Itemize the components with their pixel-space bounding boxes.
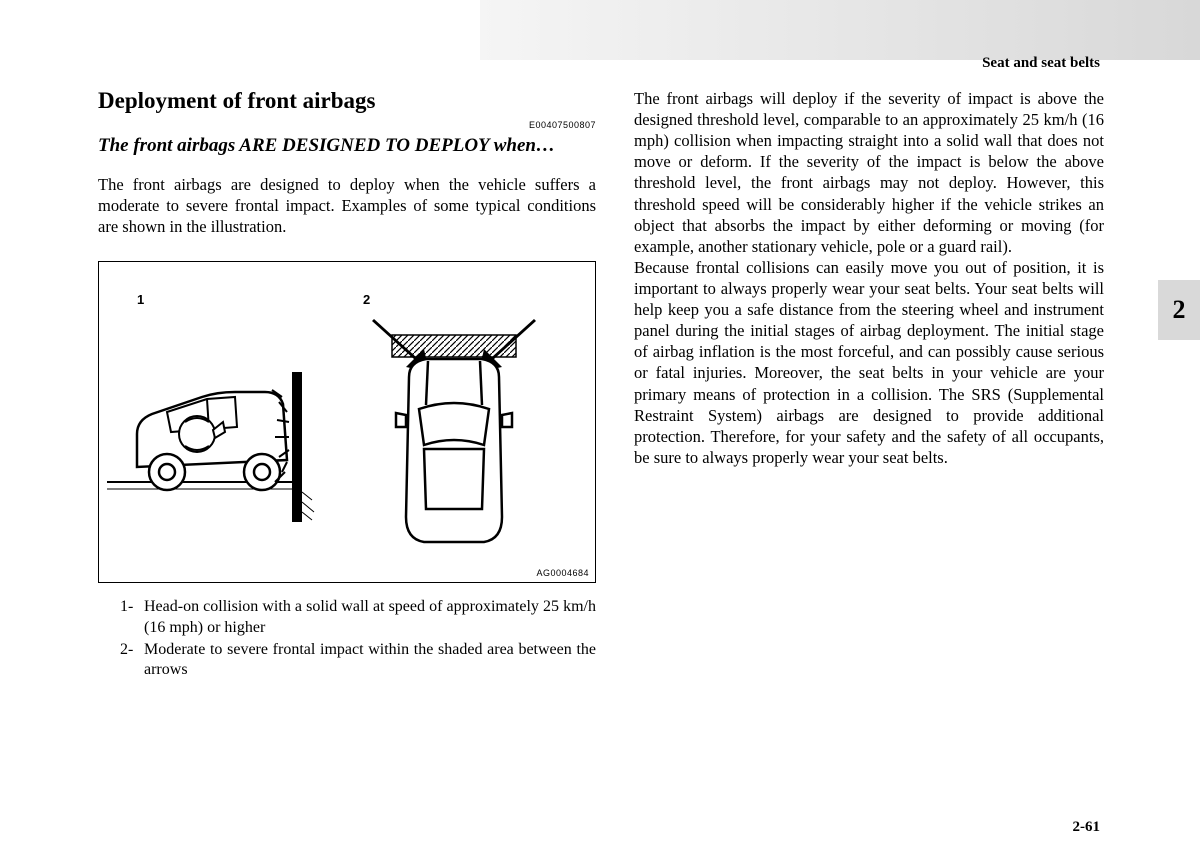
caption-num: 1- [120, 597, 144, 638]
page-number: 2-61 [1073, 819, 1101, 836]
car-top-impact-icon [354, 317, 554, 547]
intro-paragraph: The front airbags are designed to deploy… [98, 174, 596, 237]
caption-item-2: 2- Moderate to severe frontal impact wit… [120, 640, 596, 681]
caption-num: 2- [120, 640, 144, 681]
right-paragraph-2: Because frontal collisions can easily mo… [634, 257, 1104, 468]
car-side-collision-icon [107, 342, 337, 522]
chapter-tab: 2 [1158, 280, 1200, 340]
header-gradient [480, 0, 1200, 60]
left-column: Deployment of front airbags E00407500807… [98, 88, 596, 683]
caption-list: 1- Head-on collision with a solid wall a… [98, 597, 596, 681]
sub-heading: The front airbags ARE DESIGNED TO DEPLOY… [98, 134, 596, 158]
right-column: The front airbags will deploy if the sev… [634, 88, 1104, 468]
caption-text: Moderate to severe frontal impact within… [144, 640, 596, 681]
illustration-label-1: 1 [137, 292, 144, 307]
illustration-label-2: 2 [363, 292, 370, 307]
document-id: E00407500807 [98, 120, 596, 130]
caption-text: Head-on collision with a solid wall at s… [144, 597, 596, 638]
right-paragraph-1: The front airbags will deploy if the sev… [634, 88, 1104, 257]
main-heading: Deployment of front airbags [98, 88, 596, 114]
caption-item-1: 1- Head-on collision with a solid wall a… [120, 597, 596, 638]
illustration: 1 2 AG0004684 [98, 261, 596, 583]
illustration-code: AG0004684 [536, 568, 589, 578]
section-header: Seat and seat belts [982, 55, 1100, 72]
